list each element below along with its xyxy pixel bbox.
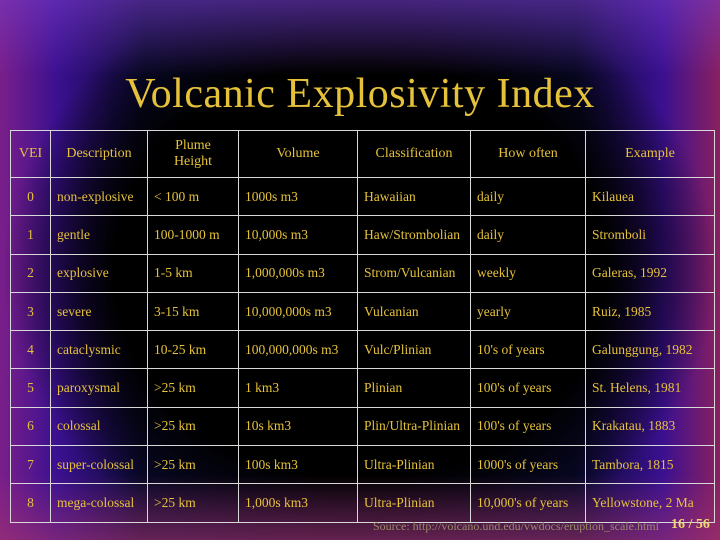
volume-cell: 1,000,000s m3: [238, 253, 358, 293]
page-number: 16 / 56: [671, 517, 710, 532]
classification-cell: Vulc/Plinian: [357, 330, 471, 370]
plume-height-cell: 10-25 km: [147, 330, 239, 370]
example-cell: Yellowstone, 2 Ma: [585, 483, 715, 523]
volume-cell: 10s km3: [238, 406, 358, 447]
how-often-cell: daily: [470, 176, 586, 217]
plume-height-cell: 100-1000 m: [147, 215, 239, 255]
classification-cell: Ultra-Plinian: [357, 445, 471, 485]
classification-cell: Haw/Strombolian: [357, 215, 471, 255]
plume-height-cell: < 100 m: [147, 176, 239, 217]
description-cell: severe: [50, 291, 148, 332]
how-often-cell: weekly: [470, 253, 586, 293]
table-row: 3 severe 3-15 km 10,000,000s m3 Vulcanian yea…: [10, 291, 715, 332]
vei-cell: 2: [10, 253, 51, 293]
how-often-cell: 10,000's of years: [470, 483, 586, 523]
vei-cell: 7: [10, 445, 51, 485]
description-cell: explosive: [50, 253, 148, 293]
plume-height-cell: >25 km: [147, 445, 239, 485]
vei-cell: 0: [10, 176, 51, 217]
example-cell: St. Helens, 1981: [585, 368, 715, 408]
header-how-often: How often: [470, 130, 586, 178]
how-often-cell: 100's of years: [470, 406, 586, 447]
vei-table: VEI Description Plume Height Volume Clas…: [10, 130, 715, 523]
header-example: Example: [585, 130, 715, 178]
volume-cell: 1000s m3: [238, 176, 358, 217]
example-cell: Stromboli: [585, 215, 715, 255]
volume-cell: 1,000s km3: [238, 483, 358, 523]
classification-cell: Ultra-Plinian: [357, 483, 471, 523]
table-row: 7 super-colossal >25 km 100s km3 Ultra-Plini…: [10, 445, 715, 485]
vei-cell: 1: [10, 215, 51, 255]
description-cell: gentle: [50, 215, 148, 255]
vei-cell: 4: [10, 330, 51, 370]
table-body: 0 non-explosive < 100 m 1000s m3 Hawaiian dai…: [10, 176, 715, 523]
header-classification: Classification: [357, 130, 471, 178]
description-cell: non-explosive: [50, 176, 148, 217]
header-volume: Volume: [238, 130, 358, 178]
volume-cell: 100s km3: [238, 445, 358, 485]
how-often-cell: yearly: [470, 291, 586, 332]
example-cell: Kilauea: [585, 176, 715, 217]
table-row: 2 explosive 1-5 km 1,000,000s m3 Strom/Vulca…: [10, 253, 715, 293]
table-row: 1 gentle 100-1000 m 10,000s m3 Haw/Stromboli…: [10, 215, 715, 255]
classification-cell: Vulcanian: [357, 291, 471, 332]
vei-cell: 6: [10, 406, 51, 447]
description-cell: colossal: [50, 406, 148, 447]
vei-cell: 3: [10, 291, 51, 332]
example-cell: Galeras, 1992: [585, 253, 715, 293]
plume-height-cell: 1-5 km: [147, 253, 239, 293]
classification-cell: Strom/Vulcanian: [357, 253, 471, 293]
vei-cell: 5: [10, 368, 51, 408]
plume-height-cell: >25 km: [147, 483, 239, 523]
table-header-row: VEI Description Plume Height Volume Clas…: [10, 130, 715, 178]
description-cell: mega-colossal: [50, 483, 148, 523]
classification-cell: Hawaiian: [357, 176, 471, 217]
description-cell: cataclysmic: [50, 330, 148, 370]
plume-height-cell: >25 km: [147, 368, 239, 408]
table-row: 6 colossal >25 km 10s km3 Plin/Ultra-Plinian…: [10, 406, 715, 447]
table-row: 5 paroxysmal >25 km 1 km3 Plinian 100's of ye…: [10, 368, 715, 408]
table-row: 8 mega-colossal >25 km 1,000s km3 Ultra-Plin…: [10, 483, 715, 523]
volume-cell: 100,000,000s m3: [238, 330, 358, 370]
plume-height-cell: 3-15 km: [147, 291, 239, 332]
volume-cell: 1 km3: [238, 368, 358, 408]
header-vei: VEI: [10, 130, 51, 178]
vei-cell: 8: [10, 483, 51, 523]
how-often-cell: daily: [470, 215, 586, 255]
source-citation: Source: http://volcano.und.edu/vwdocs/er…: [373, 519, 659, 533]
plume-height-cell: >25 km: [147, 406, 239, 447]
example-cell: Tambora, 1815: [585, 445, 715, 485]
example-cell: Krakatau, 1883: [585, 406, 715, 447]
header-description: Description: [50, 130, 148, 178]
classification-cell: Plinian: [357, 368, 471, 408]
how-often-cell: 10's of years: [470, 330, 586, 370]
table-row: 0 non-explosive < 100 m 1000s m3 Hawaiian dai…: [10, 176, 715, 217]
example-cell: Ruiz, 1985: [585, 291, 715, 332]
how-often-cell: 100's of years: [470, 368, 586, 408]
description-cell: super-colossal: [50, 445, 148, 485]
header-plume-height: Plume Height: [147, 130, 239, 178]
description-cell: paroxysmal: [50, 368, 148, 408]
volume-cell: 10,000s m3: [238, 215, 358, 255]
table-row: 4 cataclysmic 10-25 km 100,000,000s m3 Vulc/…: [10, 330, 715, 370]
example-cell: Galunggung, 1982: [585, 330, 715, 370]
classification-cell: Plin/Ultra-Plinian: [357, 406, 471, 447]
slide-title: Volcanic Explosivity Index: [125, 71, 595, 117]
how-often-cell: 1000's of years: [470, 445, 586, 485]
volume-cell: 10,000,000s m3: [238, 291, 358, 332]
